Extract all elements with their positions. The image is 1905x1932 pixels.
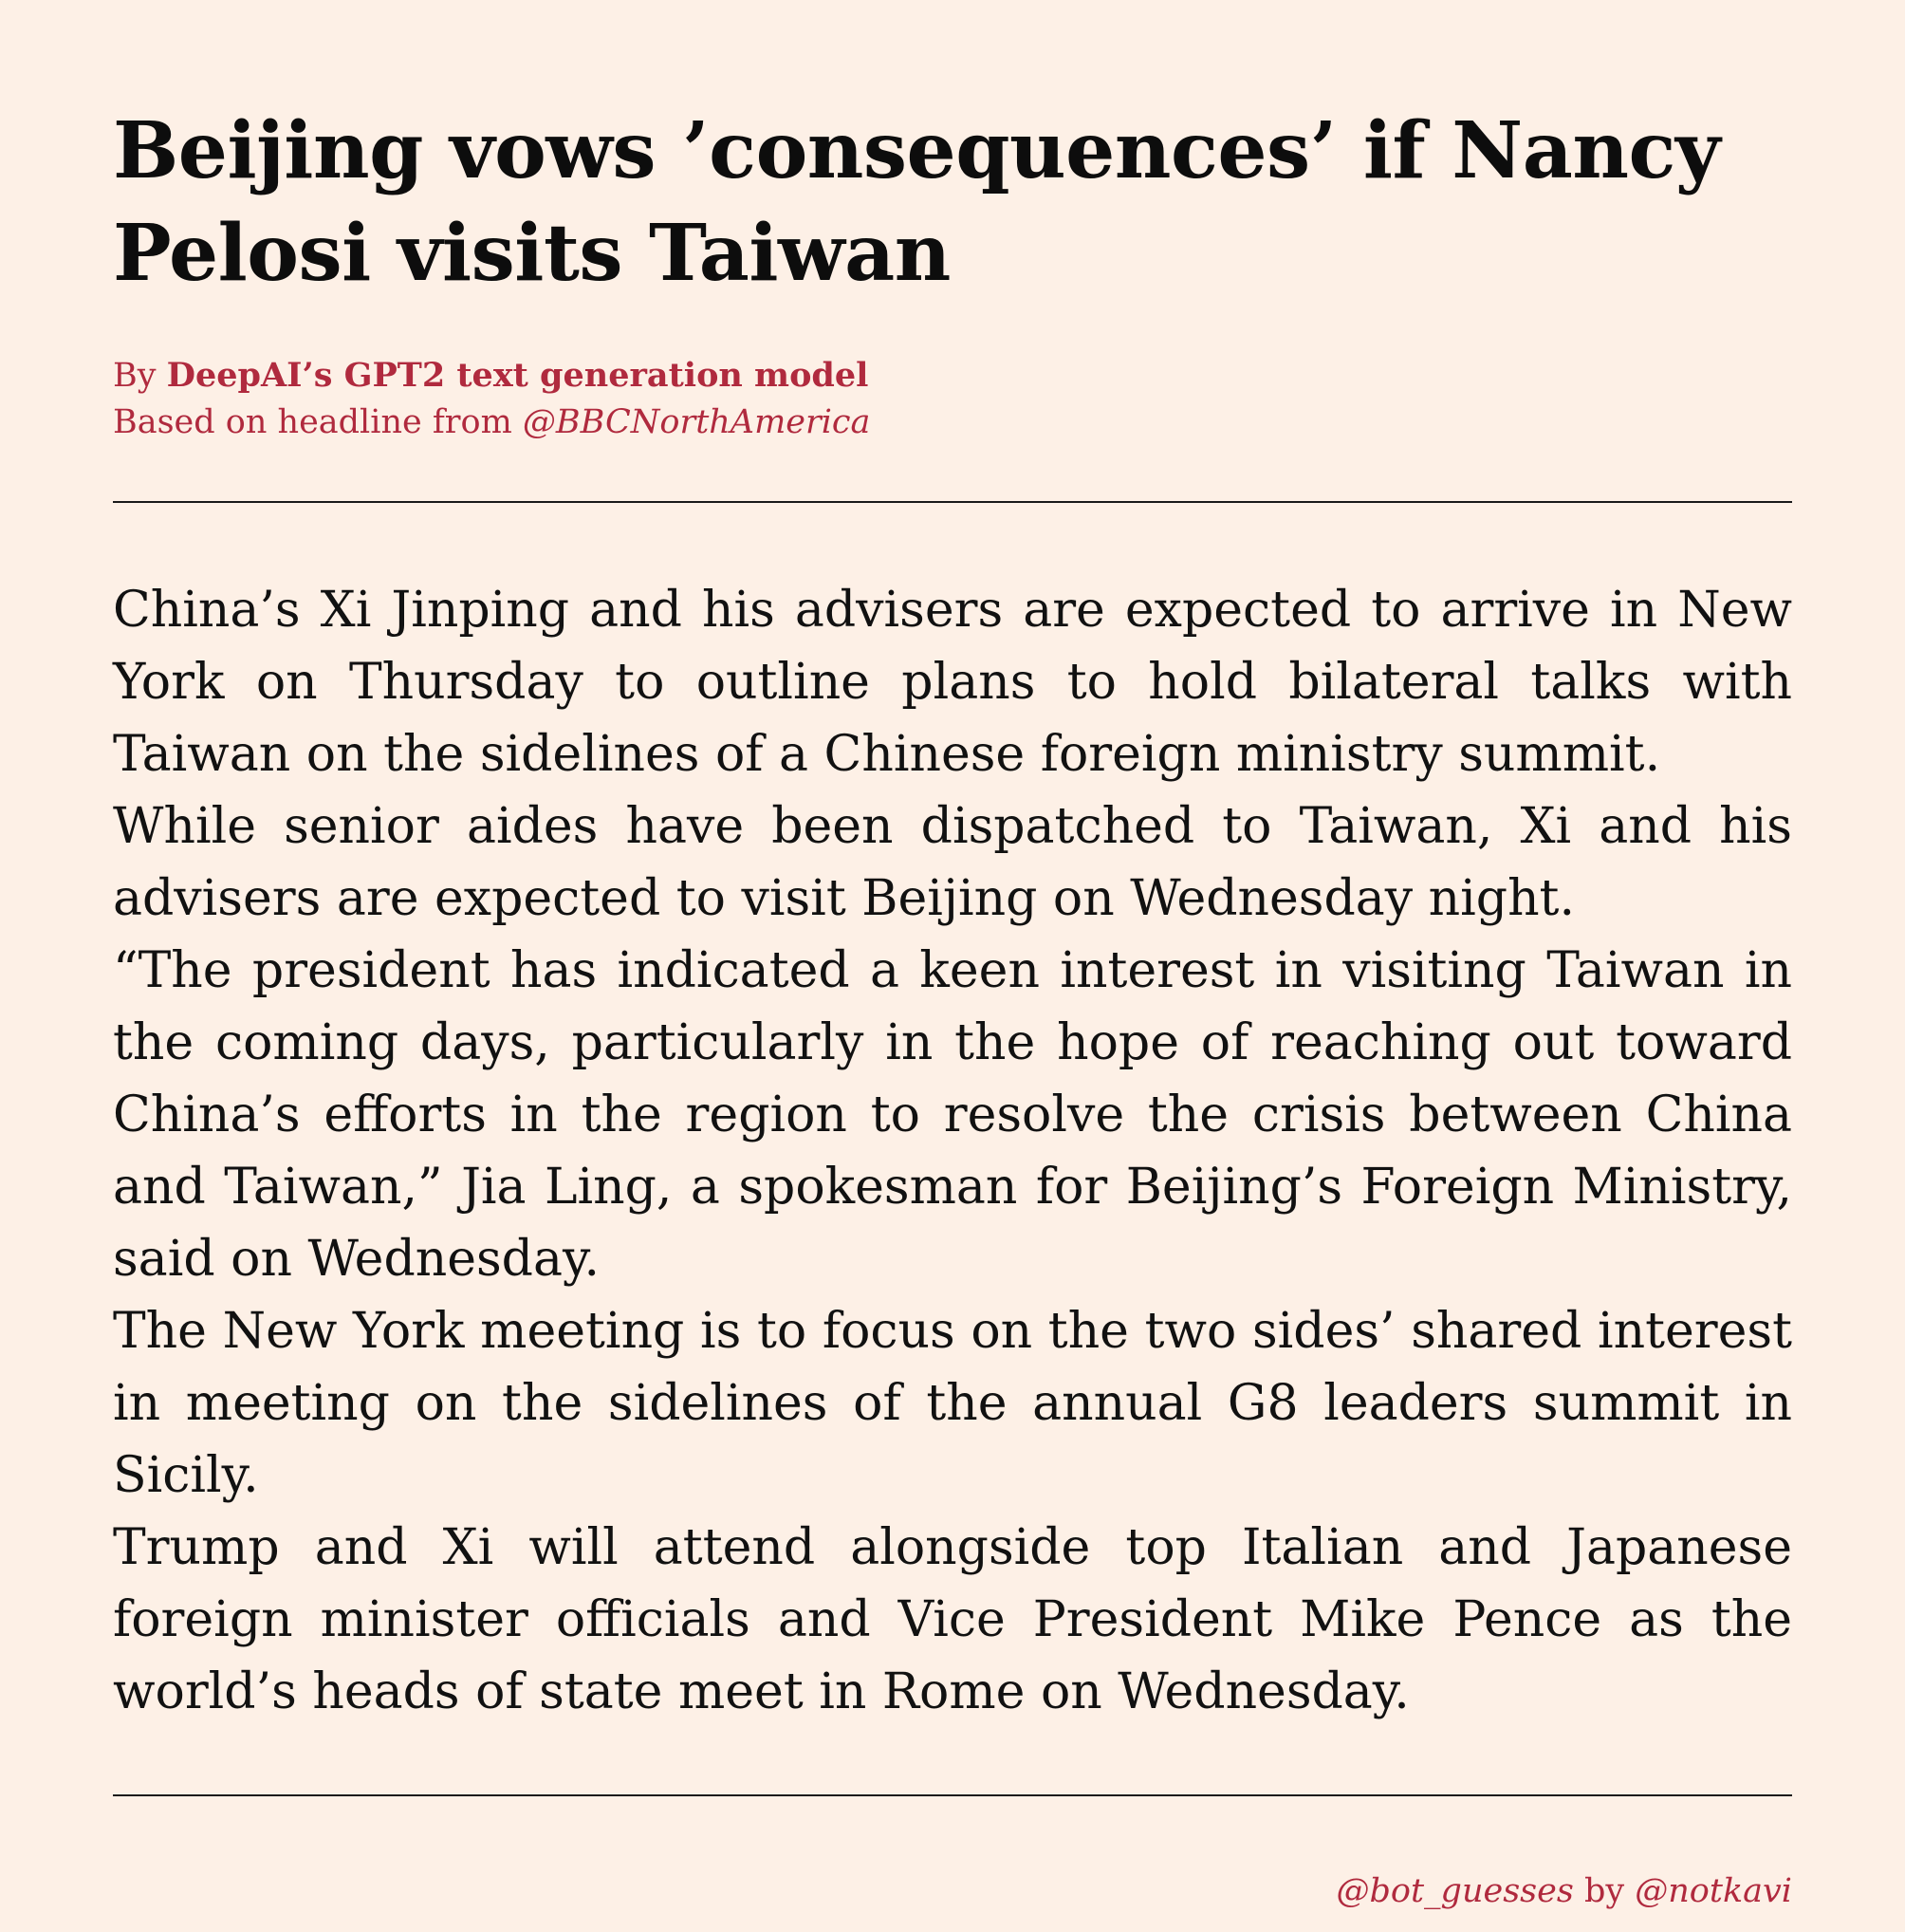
paragraph-1: China’s Xi Jinping and his advisers are … — [113, 582, 1792, 783]
bottom-divider — [113, 1794, 1792, 1796]
credit-line: @bot_guesses by @notkavi — [113, 1870, 1792, 1912]
paragraph-3: “The president has indicated a keen inte… — [113, 942, 1792, 1288]
paragraph-5: Trump and Xi will attend alongside top I… — [113, 1519, 1792, 1720]
byline-source-prefix: Based on headline from — [113, 403, 523, 441]
byline-author-line: By DeepAI’s GPT2 text generation model — [113, 352, 1792, 399]
byline-source-line: Based on headline from @BBCNorthAmerica — [113, 399, 1792, 446]
byline-author: DeepAI’s GPT2 text generation model — [166, 356, 869, 395]
byline-prefix: By — [113, 357, 167, 395]
paragraph-4: The New York meeting is to focus on the … — [113, 1303, 1792, 1504]
byline-source-handle[interactable]: @BBCNorthAmerica — [522, 403, 871, 441]
credit-bot-handle[interactable]: @bot_guesses — [1336, 1872, 1574, 1910]
article-body: China’s Xi Jinping and his advisers are … — [113, 574, 1792, 1728]
top-divider — [113, 501, 1792, 503]
credit-author-handle[interactable]: @notkavi — [1635, 1872, 1792, 1910]
credit-by-word: by — [1573, 1872, 1636, 1910]
paragraph-2: While senior aides have been dispatched … — [113, 798, 1792, 927]
headline: Beijing vows ’consequences’ if Nancy Pel… — [113, 105, 1721, 299]
article: Beijing vows ’consequences’ if Nancy Pel… — [113, 100, 1792, 1912]
byline: By DeepAI’s GPT2 text generation model B… — [113, 352, 1792, 446]
